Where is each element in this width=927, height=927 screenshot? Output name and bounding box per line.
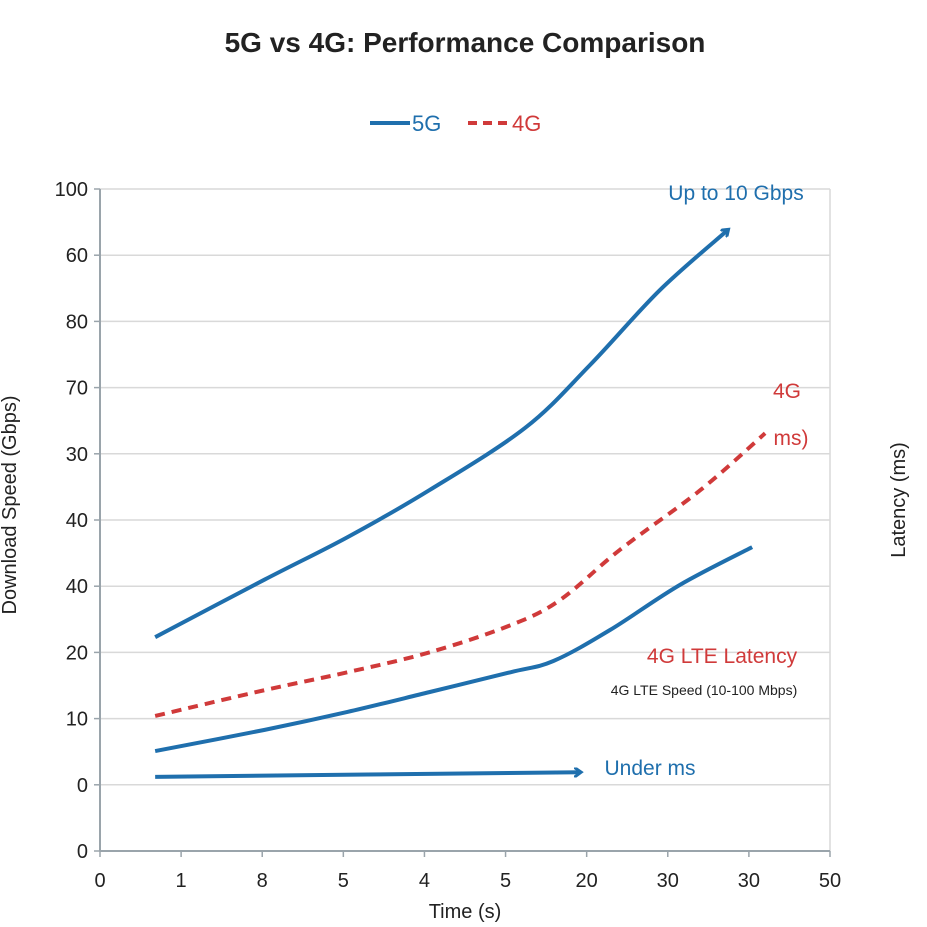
x-tick-label: 0 [94,870,105,892]
x-axis-label: Time (s) [429,901,502,923]
legend: 5G 4G [370,111,541,136]
y-tick-label: 80 [66,311,88,333]
series-line-4g-1 [154,431,767,718]
y-tick-label: 20 [66,642,88,664]
gridlines [100,188,831,851]
x-tick-label: 30 [738,870,760,892]
y-tick-label: 0 [77,775,88,797]
series-line-5g-2 [154,545,754,754]
x-tick-label: 5 [338,870,349,892]
x-tick-label: 30 [657,870,679,892]
y-tick-label: 70 [66,378,88,400]
x-tick-label: 1 [176,870,187,892]
axes [94,188,831,857]
series-line-5g-0 [154,230,728,639]
y-axis-label: Download Speed (Gbps) [0,395,21,614]
y-tick-label: 100 [55,179,88,201]
y2-axis-label: Latency (ms) [888,442,910,558]
chart-title: 5G vs 4G: Performance Comparison [225,27,706,58]
annotation-up-to-10-gbps: Up to 10 Gbps [668,182,803,205]
x-tick-label: 4 [419,870,430,892]
annotation-4g-lte-latency: 4G LTE Latency [647,645,798,668]
x-tick-label: 5 [500,870,511,892]
series-line-5g-3 [155,772,580,779]
annotation-4g-lte-speed: 4G LTE Speed (10-100 Mbps) [611,682,798,698]
x-tick-label: 50 [819,870,841,892]
x-tick-label: 8 [257,870,268,892]
y-tick-label: 60 [66,245,88,267]
y-tick-label: 40 [66,576,88,598]
legend-5g-label: 5G [412,111,441,136]
annotation-4g: 4G [773,380,801,403]
y-tick-label: 0 [77,841,88,863]
series-lines [154,230,767,779]
y-tick-label: 40 [66,510,88,532]
legend-4g-label: 4G [512,111,541,136]
x-tick-label: 20 [576,870,598,892]
y-tick-label: 10 [66,709,88,731]
y-tick-label: 30 [66,444,88,466]
annotations: Up to 10 Gbps 4G ms) 4G LTE Latency 4G L… [604,182,808,780]
annotation-ms: ms) [774,427,809,450]
annotation-under-ms: Under ms [604,757,695,780]
